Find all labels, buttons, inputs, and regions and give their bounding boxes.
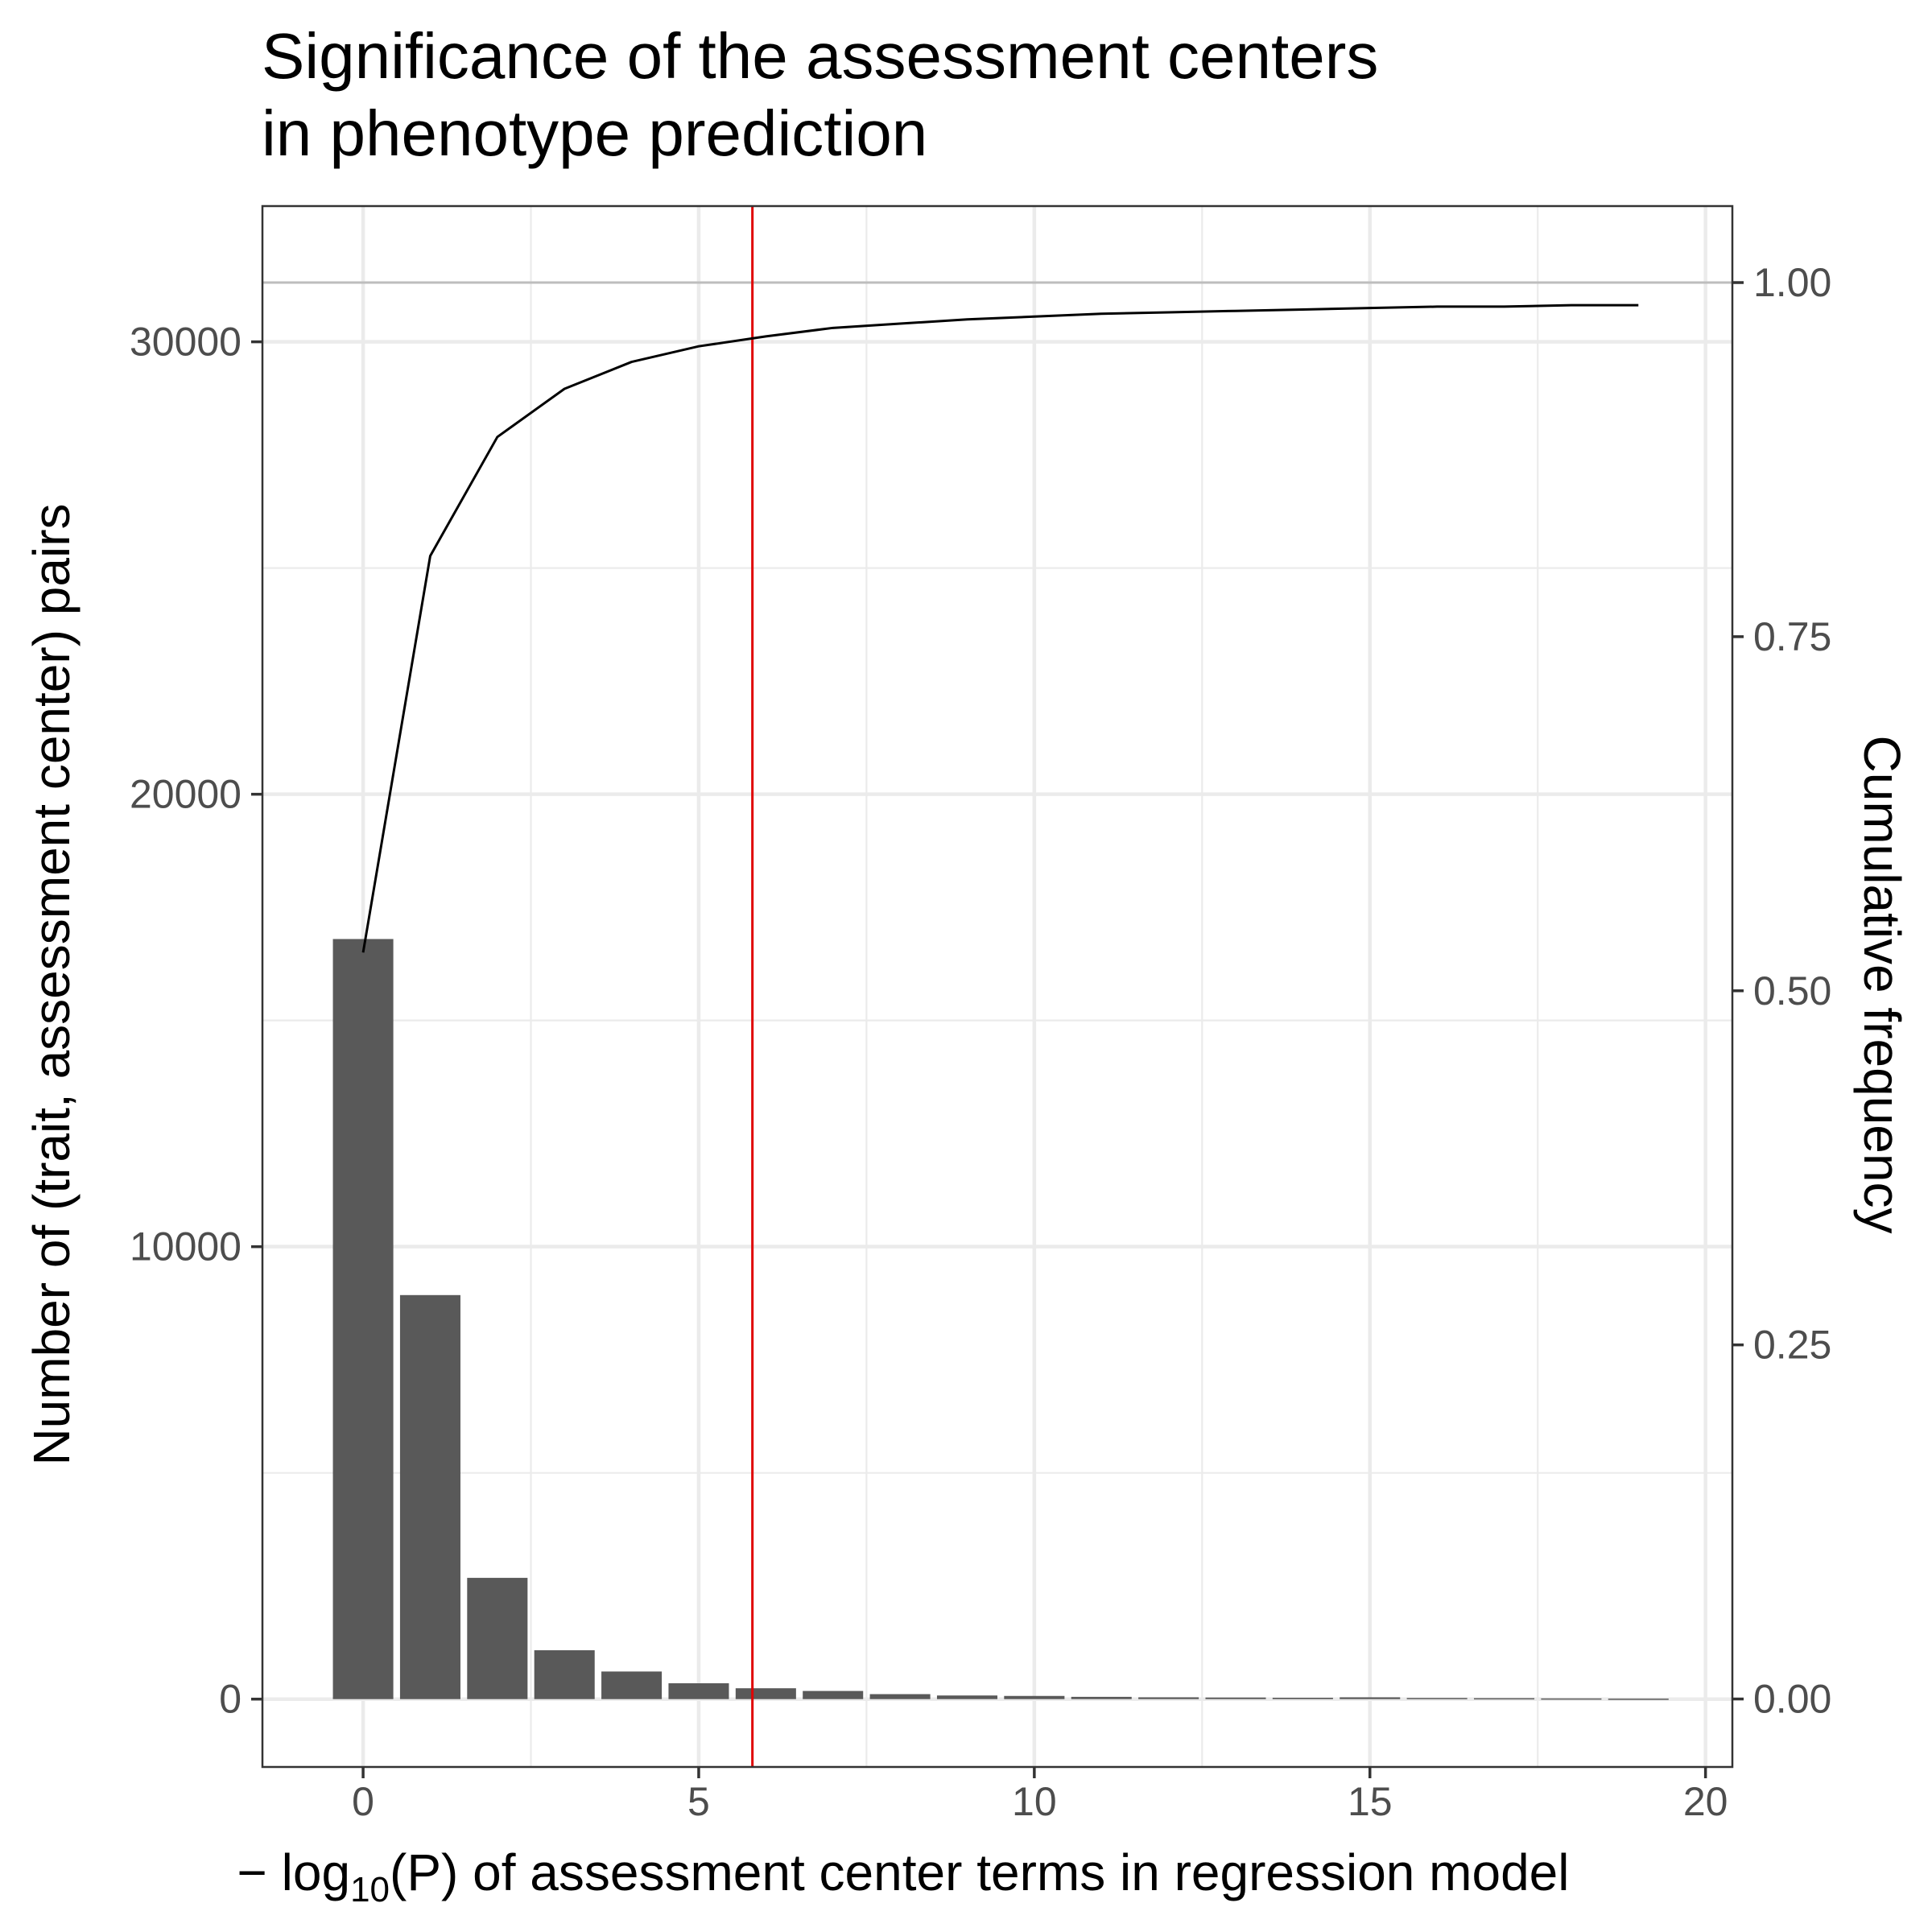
x-tick-label: 5	[687, 1779, 710, 1824]
y2-tick-label: 0.25	[1753, 1323, 1831, 1368]
y2-tick-label: 1.00	[1753, 260, 1831, 305]
x-tick-label: 15	[1348, 1779, 1393, 1824]
histogram-bar	[601, 1671, 663, 1699]
x-axis-title-subscript: 10	[350, 1870, 390, 1909]
x-tick-label: 10	[1012, 1779, 1057, 1824]
histogram-bar	[869, 1694, 931, 1699]
chart-title-line-2: in phenotype prediction	[262, 97, 927, 169]
histogram-bar	[1071, 1696, 1132, 1699]
histogram-bar	[1340, 1697, 1401, 1699]
y-axis-title: Number of (trait, assessment center) pai…	[23, 503, 80, 1465]
histogram-bar	[332, 939, 394, 1699]
x-tick-label: 0	[352, 1779, 374, 1824]
histogram-bar	[1138, 1697, 1199, 1699]
x-tick-label: 20	[1683, 1779, 1728, 1824]
histogram-bar	[1406, 1698, 1468, 1699]
y-tick-label: 0	[219, 1677, 242, 1722]
axes: 0 5 10 15 20 0 10000 20000 30000 0.00 0.25 0.50 0.75…	[130, 260, 1831, 1824]
y2-tick-label: 0.50	[1753, 968, 1831, 1013]
y2-tick-label: 0.00	[1753, 1677, 1831, 1722]
y-tick-label: 30000	[130, 320, 242, 365]
y2-axis-title: Cumulative frequency	[1853, 736, 1911, 1234]
histogram-bar	[735, 1688, 796, 1699]
histogram-bar	[668, 1683, 729, 1699]
histogram-bar	[803, 1690, 864, 1699]
panel-border	[261, 204, 1734, 1769]
cumulative-line-group	[262, 206, 1732, 1767]
bars	[332, 939, 1669, 1700]
x-axis-title: − log10(P) of assessment center terms in…	[237, 1843, 1570, 1909]
grid	[262, 206, 1732, 1767]
chart-title-line-1: Significance of the assessment centers	[262, 20, 1378, 92]
histogram-bar	[1272, 1698, 1333, 1699]
histogram-bar	[1004, 1695, 1065, 1699]
y2-tick-label: 0.75	[1753, 614, 1831, 659]
cumulative-frequency-line	[361, 303, 1639, 953]
histogram-bar	[1608, 1699, 1669, 1700]
histogram-bar	[534, 1649, 595, 1699]
histogram-bar	[1205, 1697, 1266, 1699]
histogram-bar	[1541, 1698, 1602, 1700]
y-tick-label: 10000	[130, 1224, 242, 1269]
histogram-bar	[399, 1294, 460, 1699]
y-tick-label: 20000	[130, 772, 242, 817]
x-axis-title-prefix: − log	[237, 1843, 351, 1901]
histogram-bar	[1473, 1698, 1535, 1700]
histogram-bar	[467, 1578, 528, 1699]
histogram-bar	[936, 1695, 997, 1699]
x-axis-title-suffix: (P) of assessment center terms in regres…	[390, 1843, 1569, 1901]
